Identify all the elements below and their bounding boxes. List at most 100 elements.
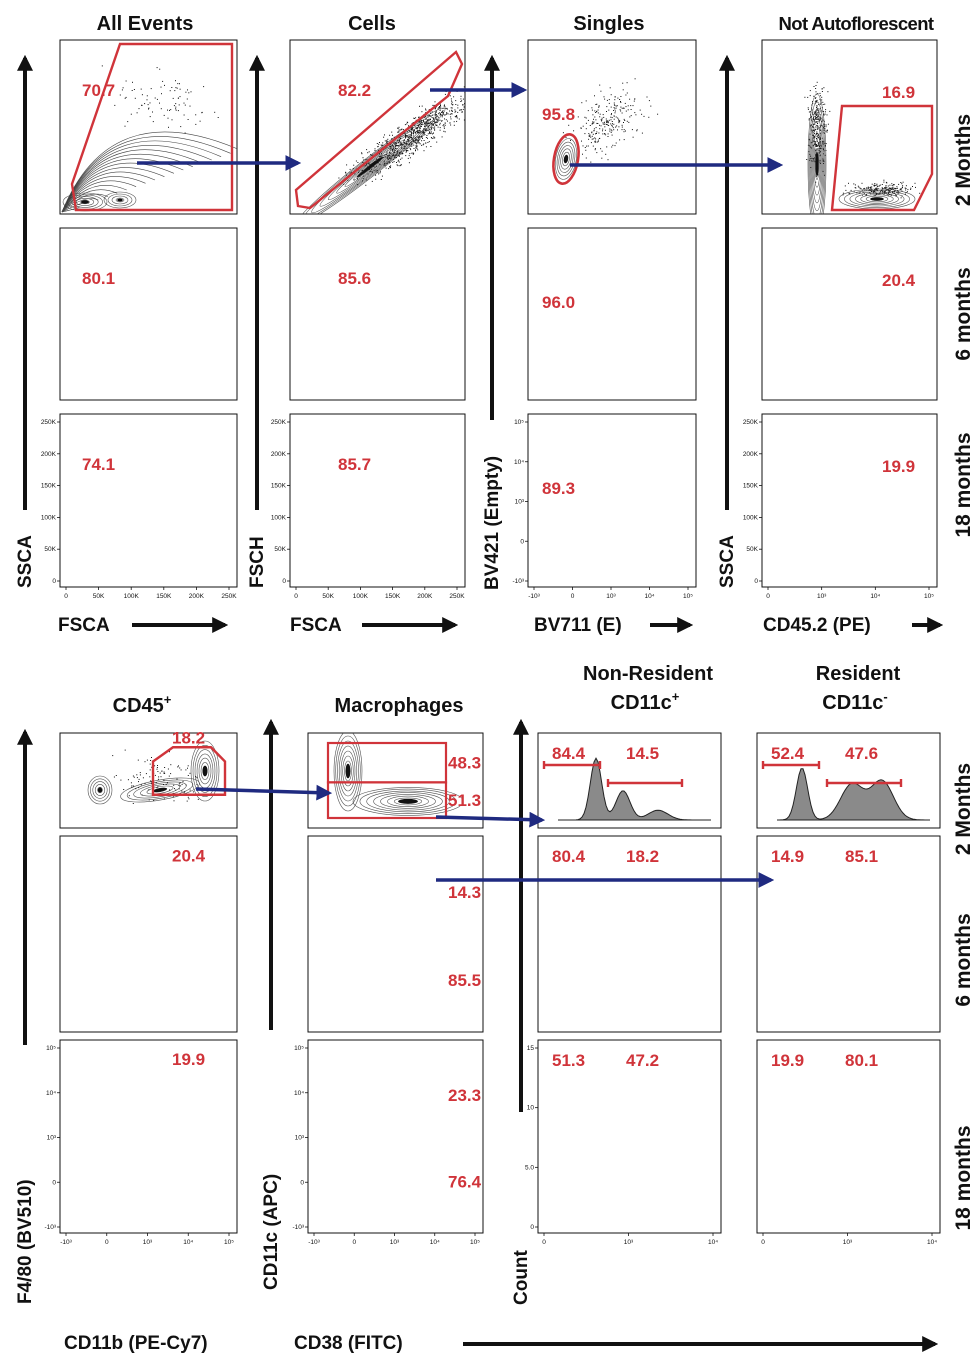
event-dot — [429, 122, 431, 124]
event-dot — [819, 138, 821, 140]
event-dot — [440, 106, 442, 108]
event-dot — [844, 185, 846, 187]
event-dot — [455, 110, 457, 112]
event-dot — [620, 101, 621, 102]
event-dot — [434, 112, 436, 114]
event-dot — [420, 132, 422, 134]
event-dot — [386, 141, 387, 143]
event-dot — [892, 186, 894, 188]
event-dot — [590, 161, 592, 163]
event-dot — [606, 146, 608, 148]
event-dot — [605, 120, 607, 122]
event-dot — [406, 123, 408, 125]
event-dot — [825, 130, 827, 132]
event-dot — [435, 118, 437, 120]
event-dot — [877, 185, 879, 187]
event-dot — [817, 118, 819, 120]
event-dot — [816, 149, 818, 151]
event-dot — [451, 107, 453, 109]
y-tick-label: 100K — [271, 514, 287, 521]
event-dot — [396, 151, 398, 153]
title-not-autofluorescent: Not Autoflorescent — [778, 13, 933, 34]
event-dot — [819, 137, 821, 139]
event-dot — [436, 116, 438, 117]
event-dot — [876, 193, 878, 195]
y-tick-label: 150K — [41, 483, 57, 490]
event-dot — [577, 116, 579, 118]
event-dot — [173, 105, 175, 107]
event-dot — [428, 141, 430, 143]
event-dot — [824, 124, 826, 126]
event-dot — [419, 120, 421, 122]
event-dot — [417, 149, 419, 151]
event-dot — [566, 110, 568, 112]
event-dot — [375, 174, 377, 176]
event-dot — [361, 180, 363, 182]
event-dot — [407, 140, 409, 142]
event-dot — [463, 119, 465, 121]
event-dot — [822, 125, 824, 127]
event-dot — [814, 143, 816, 145]
event-dot — [594, 149, 596, 151]
event-dot — [627, 109, 629, 111]
event-dot — [815, 116, 816, 118]
event-dot — [886, 187, 888, 189]
event-dot — [470, 287, 471, 288]
event-dot — [614, 112, 616, 114]
event-dot — [812, 121, 814, 123]
event-dot — [416, 140, 418, 142]
event-dot — [824, 144, 826, 146]
event-dot — [619, 139, 621, 141]
event-dot — [816, 113, 818, 115]
event-dot — [815, 88, 817, 89]
cells-plot — [289, 413, 466, 588]
event-dot — [149, 102, 151, 104]
event-dot — [397, 142, 399, 144]
event-dot — [885, 186, 887, 188]
event-dot — [819, 138, 821, 140]
event-dot — [622, 82, 624, 84]
event-dot — [444, 106, 446, 108]
event-dot — [871, 186, 873, 188]
cells-x-ticks: 0 50K 100K 150K 200K 250K — [294, 587, 465, 600]
event-dot — [870, 186, 872, 188]
event-dot — [873, 185, 875, 187]
event-dot — [816, 144, 818, 145]
event-dot — [891, 188, 893, 190]
title-all-events: All Events — [97, 13, 194, 35]
event-dot — [469, 277, 470, 278]
event-dot — [399, 142, 401, 144]
event-dot — [829, 110, 831, 112]
event-dot — [421, 105, 423, 107]
event-dot — [604, 129, 606, 131]
event-dot — [423, 129, 425, 131]
event-dot — [623, 129, 625, 131]
event-dot — [421, 140, 423, 142]
event-dot — [817, 111, 819, 113]
event-dot — [392, 149, 394, 151]
event-dot — [567, 114, 569, 116]
event-dot — [415, 127, 417, 129]
event-dot — [467, 287, 468, 288]
event-dot — [589, 125, 591, 126]
event-dot — [376, 165, 377, 167]
event-dot — [154, 97, 156, 99]
event-dot — [439, 129, 441, 131]
event-dot — [641, 113, 643, 115]
event-dot — [823, 174, 825, 176]
event-dot — [445, 114, 447, 115]
event-dot — [876, 183, 878, 185]
event-dot — [422, 123, 424, 125]
event-dot — [609, 130, 611, 132]
x-tick-label: 50K — [322, 593, 334, 600]
event-dot — [889, 184, 891, 186]
event-dot — [581, 140, 582, 142]
event-dot — [819, 142, 821, 144]
event-dot — [441, 111, 443, 113]
event-dot — [178, 104, 180, 106]
event-dot — [620, 110, 622, 112]
event-dot — [591, 107, 593, 109]
event-dot — [599, 116, 601, 118]
event-dot — [812, 139, 814, 141]
event-dot — [427, 137, 428, 139]
